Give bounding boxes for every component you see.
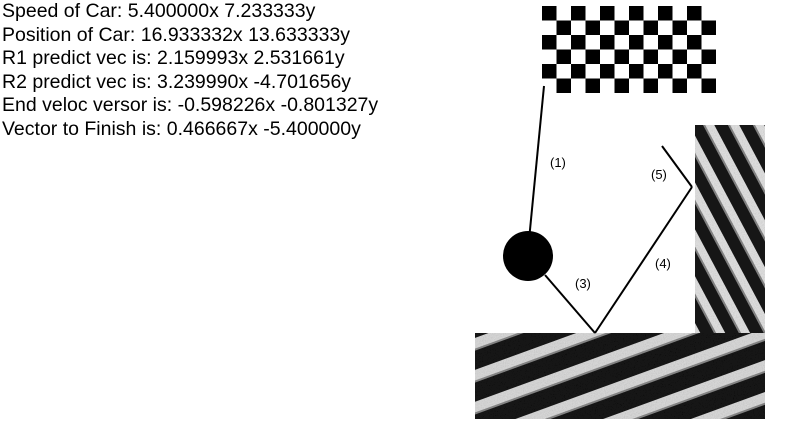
hud-value: 16.933332x 13.633333y — [140, 23, 351, 46]
hud-value: 3.239990x -4.701656y — [156, 70, 352, 93]
right-wall-striped — [695, 125, 765, 335]
hud-line-vector-to-finish: Vector to Finish is: 0.466667x -5.400000… — [2, 118, 378, 142]
hud-value: 0.466667x -5.400000y — [166, 117, 361, 140]
path-label-3: (3) — [575, 276, 591, 291]
hud-value: -0.598226x -0.801327y — [177, 94, 379, 117]
hud-value: 2.159993x 2.531661y — [156, 47, 345, 70]
path-segment-4 — [594, 186, 693, 334]
hud-line-speed: Speed of Car: 5.400000x 7.233333y — [2, 0, 378, 24]
checkered-finish-flag — [542, 6, 716, 93]
hud-label: R2 predict vec is: — [2, 70, 152, 93]
hud-label: R1 predict vec is: — [2, 47, 152, 70]
car-ball — [503, 231, 553, 281]
hud-value: 5.400000x 7.233333y — [127, 0, 316, 22]
hud-label: End veloc versor is: — [2, 94, 173, 117]
hud-line-r1-predict: R1 predict vec is: 2.159993x 2.531661y — [2, 47, 378, 71]
hud-line-r2-predict: R2 predict vec is: 3.239990x -4.701656y — [2, 71, 378, 95]
hud-label: Position of Car: — [2, 23, 136, 46]
path-label-1: (1) — [550, 155, 566, 170]
hud-label: Speed of Car: — [2, 0, 123, 22]
hud-line-position: Position of Car: 16.933332x 13.633333y — [2, 24, 378, 48]
path-label-5: (5) — [651, 167, 667, 182]
hud-label: Vector to Finish is: — [2, 117, 162, 140]
floor-striped — [475, 333, 765, 419]
hud-line-end-veloc: End veloc versor is: -0.598226x -0.80132… — [2, 94, 378, 118]
hud-readout: Speed of Car: 5.400000x 7.233333y Positi… — [2, 0, 378, 142]
trajectory-path — [528, 85, 693, 334]
path-segment-3 — [544, 274, 596, 334]
path-segment-5 — [661, 145, 693, 188]
path-label-4: (4) — [655, 256, 671, 271]
path-segment-1 — [528, 85, 545, 241]
